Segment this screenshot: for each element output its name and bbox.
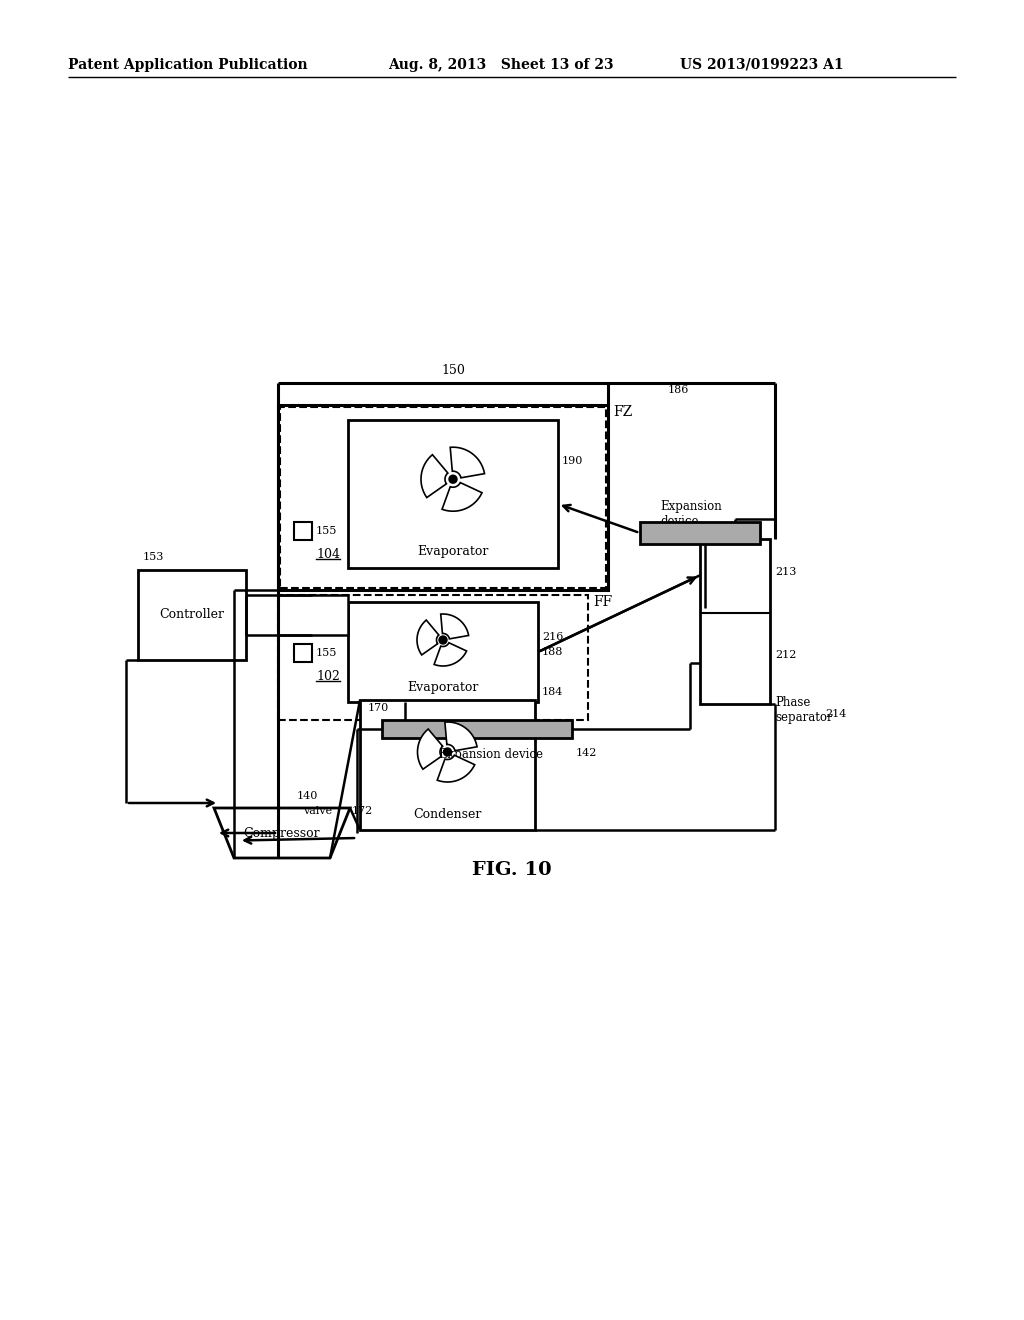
Text: Aug. 8, 2013   Sheet 13 of 23: Aug. 8, 2013 Sheet 13 of 23 [388,58,613,73]
Polygon shape [437,755,475,781]
Text: Phase
separator: Phase separator [775,696,833,723]
Bar [294,644,312,663]
Text: Evaporator: Evaporator [408,681,478,693]
Circle shape [449,475,457,483]
Text: Controller: Controller [160,609,224,622]
Text: 102: 102 [316,671,340,682]
Text: 186: 186 [668,385,689,395]
Text: Patent Application Publication: Patent Application Publication [68,58,307,73]
Text: Expansion
device: Expansion device [660,500,722,528]
Bar [278,595,348,635]
Text: Condenser: Condenser [414,808,481,821]
Text: 184: 184 [542,686,563,697]
Bar [280,407,606,587]
Text: 150: 150 [441,364,465,378]
Text: FIG. 10: FIG. 10 [472,861,552,879]
Text: Compressor: Compressor [244,826,321,840]
Text: 213: 213 [775,568,797,577]
Bar [700,539,770,704]
Bar [348,420,558,568]
Text: 170: 170 [368,704,389,713]
Text: 155: 155 [316,525,337,536]
Text: 140: 140 [297,791,318,801]
Text: Evaporator: Evaporator [418,545,488,558]
Text: 153: 153 [143,552,165,562]
Bar [278,595,588,719]
Polygon shape [442,483,482,511]
Circle shape [443,748,452,756]
Text: 216: 216 [542,632,563,642]
Polygon shape [434,643,467,667]
Polygon shape [418,729,442,770]
Bar [138,570,246,660]
Text: FZ: FZ [613,405,632,418]
Text: US 2013/0199223 A1: US 2013/0199223 A1 [680,58,844,73]
Text: 155: 155 [316,648,337,657]
Text: valve: valve [303,805,332,816]
Bar [640,521,760,544]
Text: 214: 214 [825,709,847,719]
Bar [278,405,608,590]
Polygon shape [440,614,469,639]
Text: FF: FF [593,595,612,609]
Text: 212: 212 [775,649,797,660]
Bar [360,700,535,830]
Polygon shape [444,722,477,751]
Text: 190: 190 [562,457,584,466]
Bar [348,602,538,702]
Polygon shape [451,447,484,478]
Bar [294,521,312,540]
Text: Expansion device: Expansion device [439,748,543,762]
Text: 188: 188 [542,647,563,657]
Text: 142: 142 [575,748,597,758]
Circle shape [439,636,447,644]
Polygon shape [417,620,439,655]
Text: 172: 172 [352,805,374,816]
Bar [382,719,572,738]
Text: 104: 104 [316,548,340,561]
Text: 148: 148 [437,725,458,735]
Polygon shape [421,454,447,498]
